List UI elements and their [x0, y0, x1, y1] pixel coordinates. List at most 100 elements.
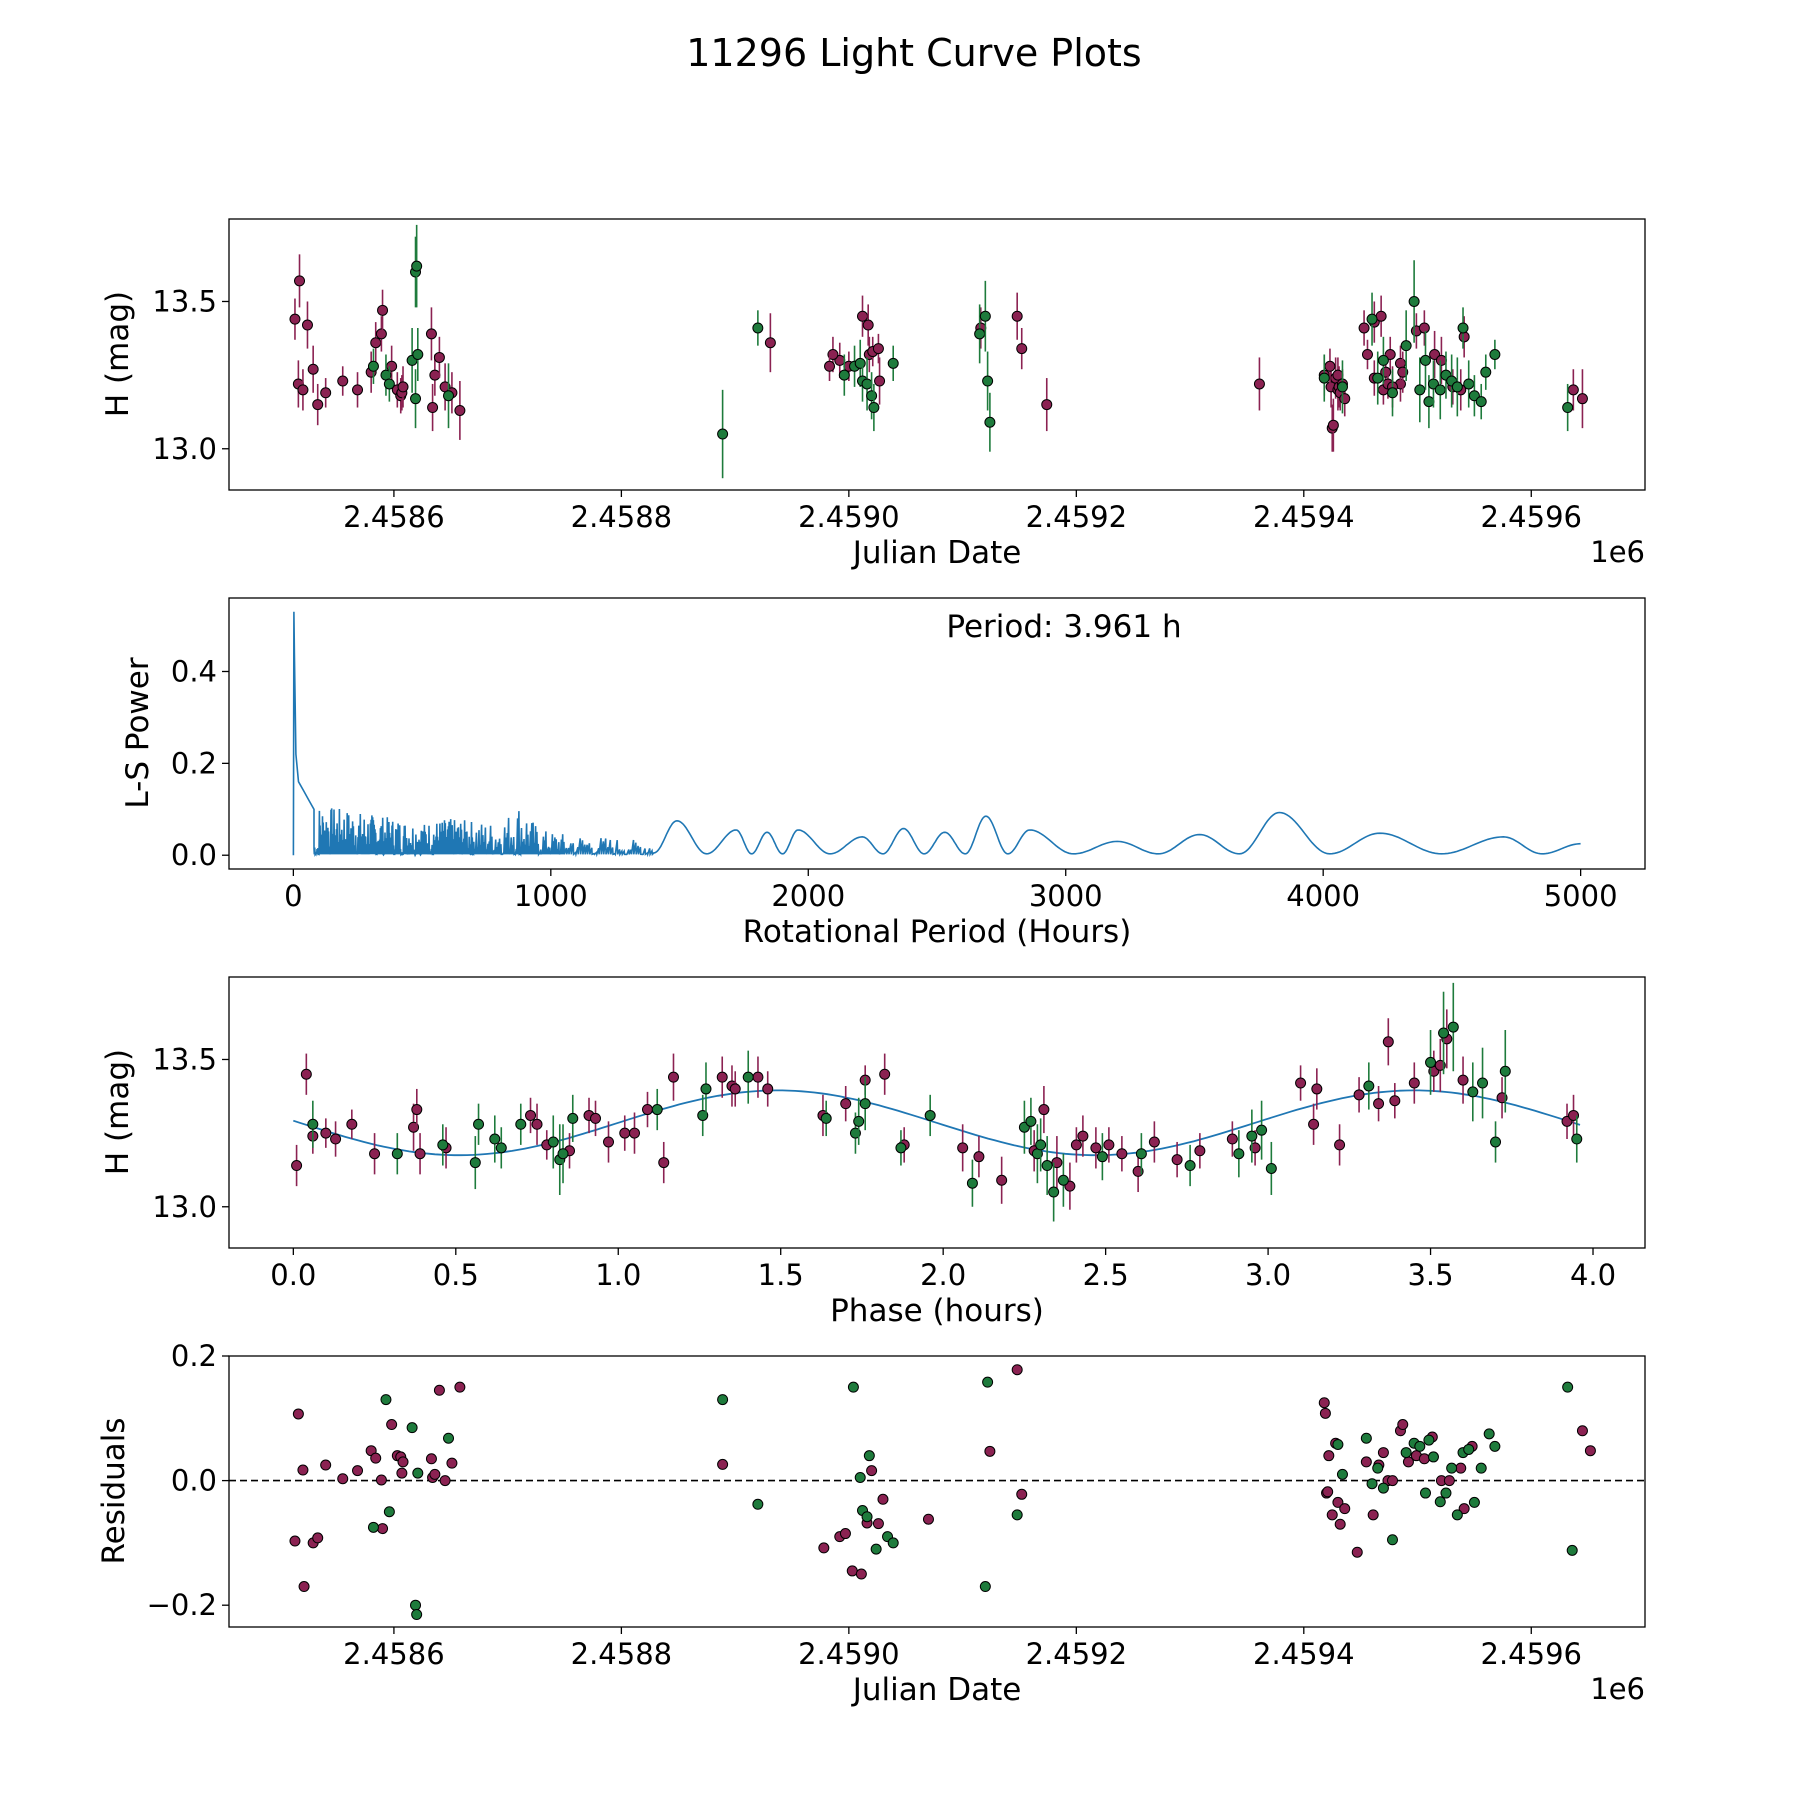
data-point	[872, 1518, 884, 1530]
data-point	[1414, 1440, 1426, 1452]
data-point	[752, 1498, 764, 1510]
data-point	[1377, 1447, 1389, 1459]
data-point	[1408, 1077, 1420, 1089]
data-point	[862, 319, 874, 331]
data-point	[1446, 1462, 1458, 1474]
data-point	[1332, 1496, 1344, 1508]
data-point	[1423, 396, 1435, 408]
data-point	[838, 369, 850, 381]
data-point	[1360, 1432, 1372, 1444]
data-point	[1414, 384, 1426, 396]
x-tick-label: 2.4596	[1481, 1637, 1582, 1671]
series-series_b	[307, 982, 1583, 1222]
data-point	[1171, 1154, 1183, 1166]
data-point	[861, 1511, 873, 1523]
data-point	[996, 1174, 1008, 1186]
data-point	[1463, 1443, 1475, 1455]
data-point	[1567, 384, 1579, 396]
data-point	[1457, 322, 1469, 334]
data-point	[489, 1133, 501, 1145]
data-point	[397, 1456, 409, 1468]
data-point	[859, 1098, 871, 1110]
plot-area-light-curve	[289, 224, 1588, 479]
data-point	[1323, 1450, 1335, 1462]
data-point	[377, 304, 389, 316]
data-point	[433, 351, 445, 363]
data-point	[352, 384, 364, 396]
y-tick-label: 13.0	[152, 1190, 217, 1224]
y-axis-label-periodogram: L-S Power	[120, 657, 156, 808]
data-point	[984, 1445, 996, 1457]
data-point	[1226, 1133, 1238, 1145]
data-point	[1489, 349, 1501, 360]
data-point	[1566, 1544, 1578, 1556]
data-point	[301, 319, 313, 331]
data-point	[1339, 1503, 1351, 1515]
data-point	[1419, 1487, 1431, 1499]
data-point	[443, 1432, 455, 1444]
ticks-residuals: 2.4586 2.4588 2.4590 2.4592 2.4594 2.4596 −0.2…	[147, 1339, 1582, 1671]
data-point	[429, 369, 441, 381]
data-point	[1318, 372, 1330, 384]
x-tick-label: 4000	[1286, 879, 1360, 913]
ticks-light-curve: 2.4586 2.4588 2.4590 2.4592 2.4594 2.4596 13.0…	[152, 284, 1582, 534]
x-tick-label: 2.0	[920, 1258, 966, 1292]
data-point	[1477, 1077, 1489, 1089]
x-tick-label: 3.5	[1407, 1258, 1453, 1292]
data-point	[854, 1471, 866, 1483]
data-point	[1326, 1509, 1338, 1521]
data-point	[818, 1542, 830, 1554]
data-point	[1423, 1434, 1435, 1446]
data-point	[410, 393, 422, 405]
data-point	[1490, 1136, 1502, 1148]
data-point	[1576, 1425, 1588, 1437]
y-tick-label: 0.0	[171, 838, 217, 872]
data-point	[370, 337, 382, 349]
data-point	[846, 1565, 858, 1577]
panel-periodogram: 0 1000 2000 3000 4000 5000 0.0 0.2 0.4 Period: 3…	[120, 597, 1646, 950]
data-point	[1382, 1036, 1394, 1048]
data-point	[700, 1083, 712, 1095]
data-point	[895, 1142, 907, 1154]
data-point	[857, 310, 869, 322]
data-point	[1408, 295, 1420, 307]
data-point	[1318, 1397, 1330, 1409]
data-point	[473, 1118, 485, 1130]
data-point	[870, 1543, 882, 1555]
data-point	[641, 1104, 653, 1116]
x-tick-label: 2.4586	[343, 1637, 444, 1671]
data-point	[1483, 1428, 1495, 1440]
data-point	[439, 1475, 451, 1487]
data-point	[1397, 1419, 1409, 1431]
data-point	[1011, 1509, 1023, 1521]
data-point	[1440, 1487, 1452, 1499]
x-tick-label: 1000	[514, 879, 588, 913]
data-point	[1090, 1142, 1102, 1154]
data-point	[1367, 1509, 1379, 1521]
data-point	[729, 1083, 741, 1095]
data-point	[717, 1458, 729, 1470]
data-point	[377, 1523, 389, 1535]
data-point	[396, 1467, 408, 1479]
data-point	[982, 375, 994, 387]
data-point	[872, 343, 884, 355]
data-point	[312, 399, 324, 411]
data-point	[437, 1139, 449, 1151]
data-point	[289, 313, 301, 325]
data-point	[1562, 402, 1574, 414]
data-point	[330, 1133, 342, 1145]
data-point	[1116, 1148, 1128, 1160]
data-point	[1400, 340, 1412, 352]
data-point	[752, 1071, 764, 1083]
data-point	[1324, 360, 1336, 372]
data-point	[525, 1109, 537, 1121]
data-point	[1038, 1104, 1050, 1116]
series-series_a	[289, 254, 1588, 452]
data-point	[1457, 1074, 1469, 1086]
data-point	[383, 1506, 395, 1518]
y-tick-label: 0.4	[171, 654, 217, 688]
data-point	[337, 375, 349, 387]
data-point	[289, 1535, 301, 1547]
data-point	[1397, 366, 1409, 378]
data-point	[370, 1452, 382, 1464]
